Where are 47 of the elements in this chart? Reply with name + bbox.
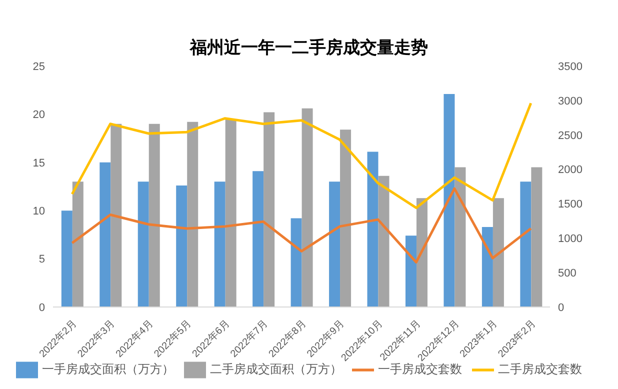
bar [454, 167, 466, 307]
chart-title: 福州近一年一二手房成交量走势 [188, 37, 429, 58]
y-tick-label: 25 [32, 60, 45, 73]
bar [214, 182, 226, 307]
bar [405, 236, 416, 307]
y2-tick-label: 0 [558, 302, 564, 314]
bar [340, 130, 352, 307]
bar [302, 108, 313, 307]
y-tick-label: 5 [38, 254, 45, 266]
y2-tick-label: 3500 [558, 60, 582, 73]
bar [329, 182, 340, 307]
bar [531, 167, 542, 307]
y2-tick-label: 3000 [558, 95, 582, 108]
bar [100, 162, 111, 307]
legend-label: 一手房成交套数 [378, 362, 462, 376]
bar [252, 171, 264, 307]
bar [444, 94, 455, 307]
bar [264, 112, 275, 307]
y-tick-label: 0 [38, 302, 45, 314]
bar [225, 119, 236, 307]
y2-tick-label: 1000 [558, 233, 582, 246]
y-tick-label: 10 [32, 206, 45, 218]
bar [148, 124, 160, 307]
legend-label: 二手房成交面积（万方） [210, 362, 342, 376]
bar [482, 226, 493, 307]
bar [378, 176, 390, 307]
legend-label: 二手房成交套数 [498, 362, 582, 376]
bar [72, 182, 84, 307]
bar [416, 198, 428, 307]
y2-tick-label: 1500 [558, 198, 582, 211]
bar [61, 210, 72, 307]
bar [187, 122, 198, 307]
bar [176, 186, 188, 307]
bar [138, 182, 149, 307]
y2-tick-label: 2000 [558, 164, 582, 176]
bar [110, 124, 122, 307]
legend-label: 一手房成交面积（万方） [42, 362, 174, 376]
bar [492, 198, 504, 307]
y-tick-label: 20 [32, 109, 45, 122]
bar [520, 182, 532, 307]
y2-tick-label: 500 [558, 267, 576, 280]
line-series [70, 187, 532, 264]
y-tick-label: 15 [32, 157, 45, 170]
bar [367, 152, 378, 307]
bar [290, 218, 302, 307]
y2-tick-label: 2500 [558, 130, 582, 142]
line-series [70, 102, 532, 210]
